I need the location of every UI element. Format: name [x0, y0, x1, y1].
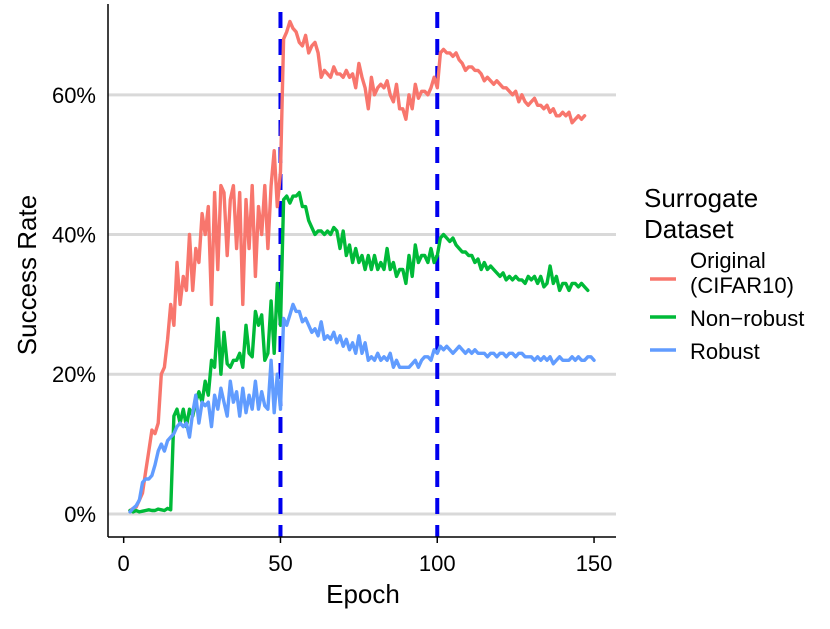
series-line-non-robust [128, 190, 590, 514]
legend-label: Original [690, 248, 766, 273]
legend-entries: Original(CIFAR10) Non−robust Robust [650, 248, 804, 364]
legend: Surrogate Dataset Original(CIFAR10) Non−r… [644, 183, 804, 364]
x-axis-title: Epoch [326, 579, 400, 609]
x-tick-label: 150 [576, 551, 613, 576]
legend-label: Non−robust [690, 306, 804, 331]
axes [107, 4, 616, 543]
series-lines [128, 19, 596, 514]
y-tick-label: 60% [52, 83, 96, 108]
legend-label: (CIFAR10) [690, 273, 794, 298]
y-tick-labels: 0% 20% 40% 60% [52, 83, 96, 527]
y-tick-label: 0% [64, 502, 96, 527]
x-tick-labels: 0 50 100 150 [118, 551, 613, 576]
legend-label: Robust [690, 339, 760, 364]
x-tick-label: 100 [419, 551, 456, 576]
series-line-robust [128, 302, 596, 514]
grid-lines [108, 93, 616, 516]
epoch-markers [278, 12, 440, 537]
y-tick-label: 20% [52, 362, 96, 387]
legend-title-line-1: Surrogate [644, 183, 758, 213]
y-axis-title: Success Rate [12, 195, 42, 355]
legend-title-line-2: Dataset [644, 214, 734, 244]
x-tick-label: 50 [268, 551, 292, 576]
series-line-original-cifar10- [128, 19, 587, 513]
x-tick-label: 0 [118, 551, 130, 576]
y-tick-label: 40% [52, 223, 96, 248]
